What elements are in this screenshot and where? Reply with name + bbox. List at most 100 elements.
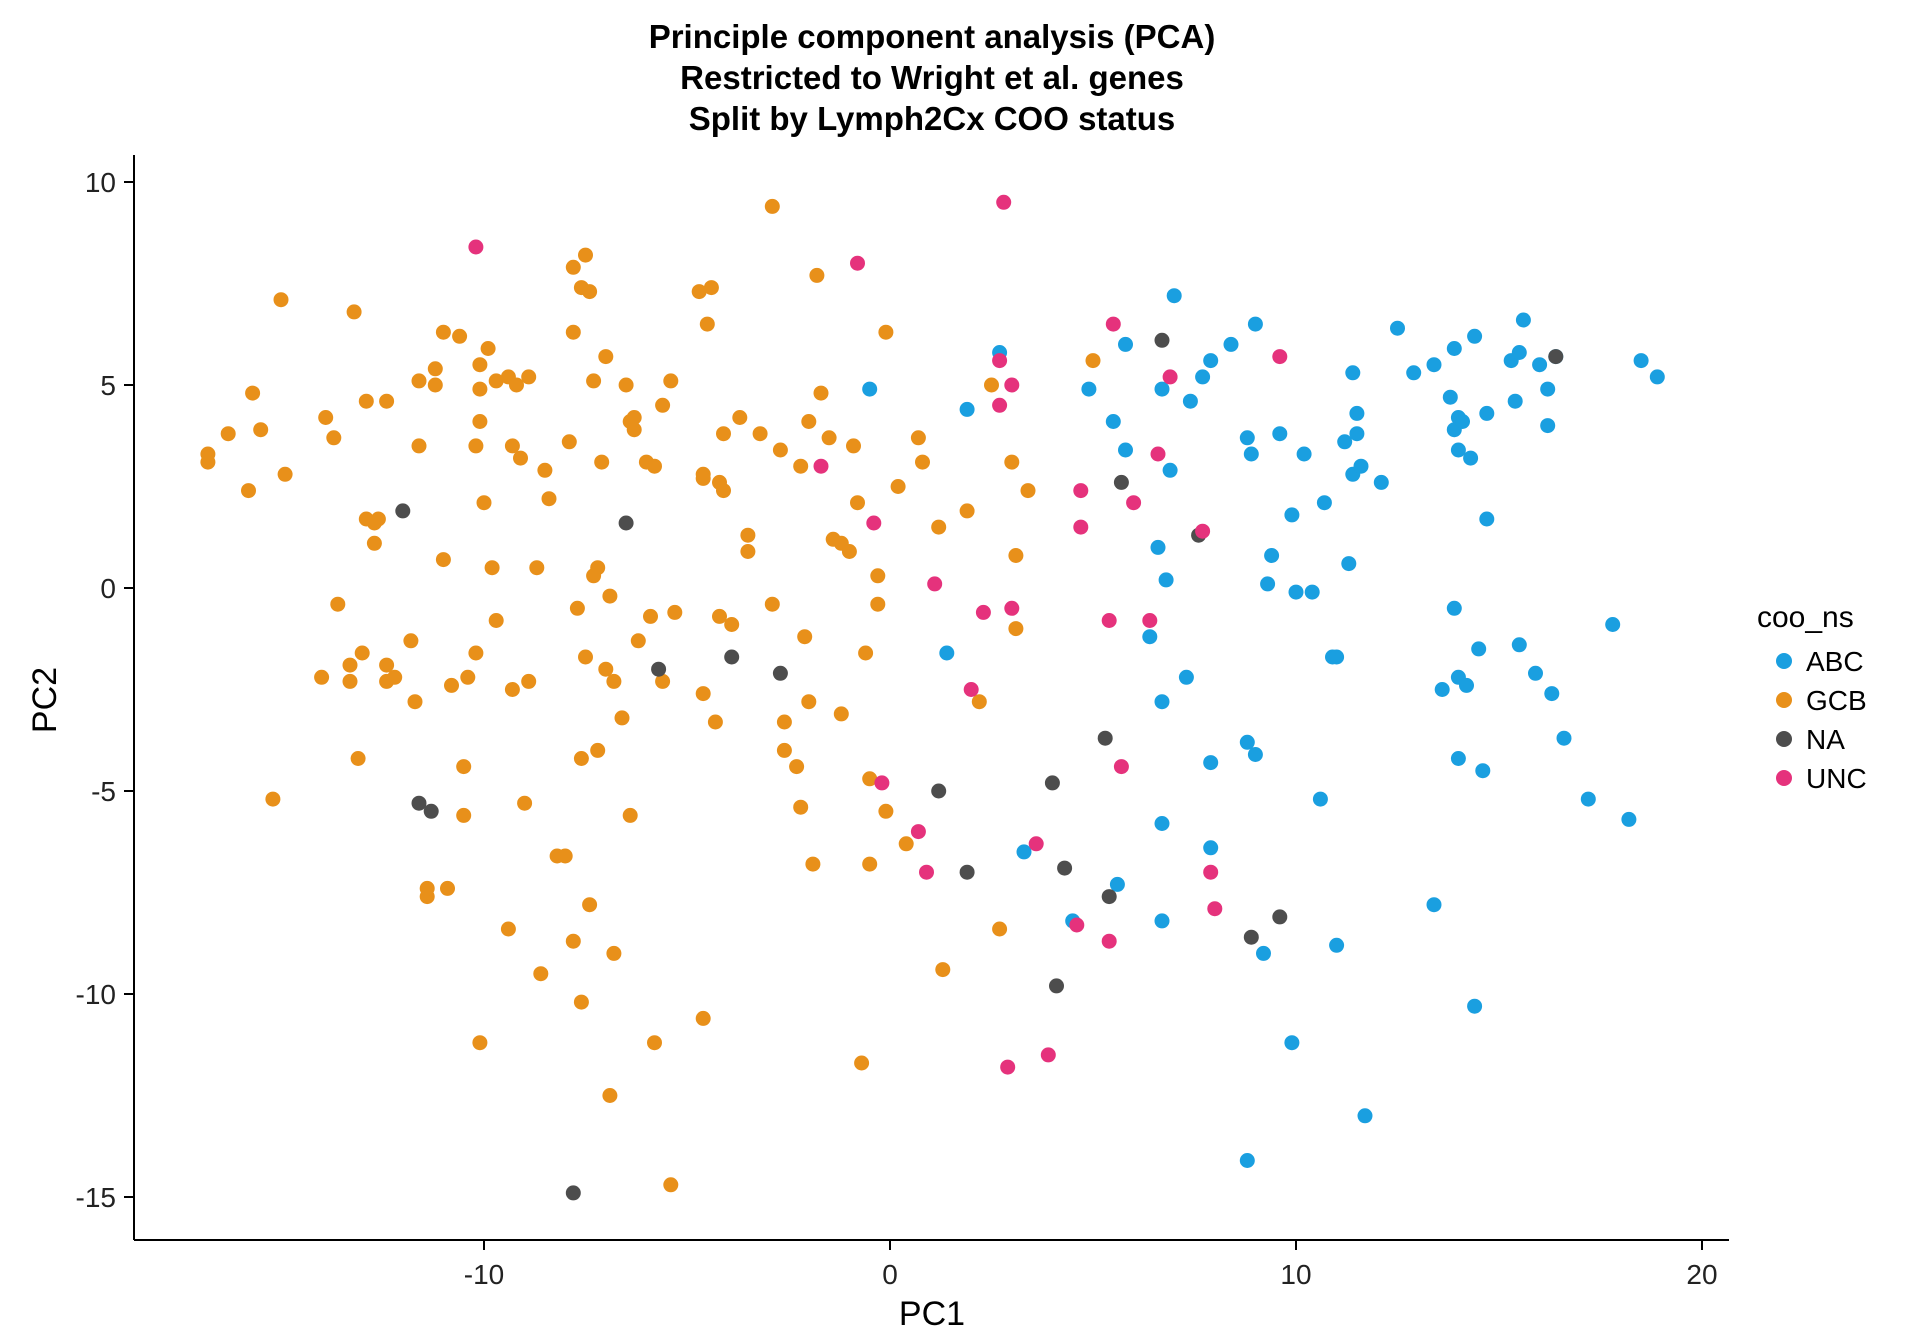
data-point (1142, 613, 1158, 628)
data-point (411, 438, 427, 454)
data-point (1081, 381, 1097, 397)
data-point (716, 483, 731, 499)
data-point (1544, 686, 1560, 702)
data-point (626, 422, 642, 438)
data-point (862, 771, 878, 787)
data-point (277, 466, 293, 482)
data-point (1150, 539, 1166, 555)
data-point (578, 247, 593, 263)
legend-title: coo_ns (1757, 601, 1854, 634)
data-point (1288, 584, 1304, 600)
data-point (1515, 312, 1531, 328)
data-point (1126, 495, 1142, 511)
data-point (1239, 430, 1255, 446)
data-point (1272, 349, 1288, 365)
data-point (1008, 548, 1024, 563)
data-point (598, 349, 614, 365)
data-point (1239, 1153, 1255, 1168)
data-point (488, 373, 504, 389)
data-point (890, 479, 906, 494)
data-point (435, 552, 451, 568)
data-point (984, 377, 999, 393)
data-point (850, 495, 865, 511)
data-point (975, 604, 991, 620)
data-point (1272, 426, 1288, 442)
data-point (245, 385, 261, 401)
data-point (1357, 1108, 1373, 1124)
data-point (1446, 600, 1462, 616)
data-point (898, 836, 914, 852)
data-point (931, 519, 947, 535)
data-point (655, 397, 671, 413)
data-point (220, 426, 236, 442)
data-point (1073, 483, 1089, 499)
data-point (1316, 495, 1332, 511)
data-point (1511, 345, 1527, 360)
data-point (707, 714, 723, 730)
data-point (1649, 369, 1665, 385)
data-point (1260, 576, 1276, 592)
data-point (1442, 389, 1458, 405)
data-point (813, 458, 829, 474)
data-point (379, 657, 395, 673)
data-point (1329, 937, 1345, 953)
data-point (346, 304, 362, 320)
data-point (366, 535, 382, 551)
data-point (541, 491, 557, 507)
data-point (1390, 320, 1405, 336)
data-point (813, 385, 829, 401)
data-point (517, 795, 533, 811)
data-point (582, 284, 598, 300)
data-point (1450, 751, 1466, 766)
y-tick-label: 5 (100, 370, 116, 401)
data-point (1247, 747, 1263, 762)
data-point (1162, 462, 1178, 478)
data-point (1004, 454, 1020, 470)
data-point (1243, 446, 1259, 462)
data-point (724, 617, 740, 632)
data-point (1446, 341, 1462, 356)
data-point (1158, 572, 1174, 588)
data-point (931, 783, 947, 799)
data-point (643, 608, 658, 624)
data-point (427, 361, 443, 377)
data-point (1195, 523, 1211, 539)
data-point (724, 649, 740, 665)
data-point (435, 324, 451, 340)
series-abc (862, 288, 1665, 1168)
data-point (606, 673, 622, 689)
data-point (565, 933, 581, 949)
data-point (1243, 929, 1259, 945)
data-point (273, 292, 289, 308)
data-point (1450, 442, 1466, 458)
data-point (919, 864, 934, 880)
data-point (630, 633, 646, 649)
data-point (764, 198, 780, 214)
data-point (618, 515, 634, 531)
data-point (1455, 414, 1470, 429)
data-point (992, 353, 1008, 369)
data-point (1203, 864, 1219, 880)
data-point (1020, 483, 1036, 499)
data-point (1162, 369, 1178, 385)
data-point (456, 807, 472, 823)
data-point (1605, 617, 1621, 632)
y-tick-label: 10 (85, 167, 116, 198)
data-point (387, 669, 403, 685)
data-point (1073, 519, 1089, 535)
y-tick-label: 0 (100, 573, 116, 604)
data-point (1304, 584, 1320, 600)
data-point (529, 560, 545, 576)
y-tick-label: -15 (76, 1182, 116, 1213)
data-point (910, 824, 926, 840)
data-point (1016, 844, 1032, 860)
y-axis-title: PC2 (26, 667, 64, 733)
data-point (1345, 365, 1361, 381)
data-point (878, 324, 894, 340)
data-point (1150, 446, 1166, 462)
data-point (772, 665, 788, 681)
data-point (354, 645, 370, 661)
data-point (935, 962, 951, 978)
data-point (1459, 677, 1474, 693)
chart-title-line-1: Principle component analysis (PCA) (649, 18, 1216, 55)
